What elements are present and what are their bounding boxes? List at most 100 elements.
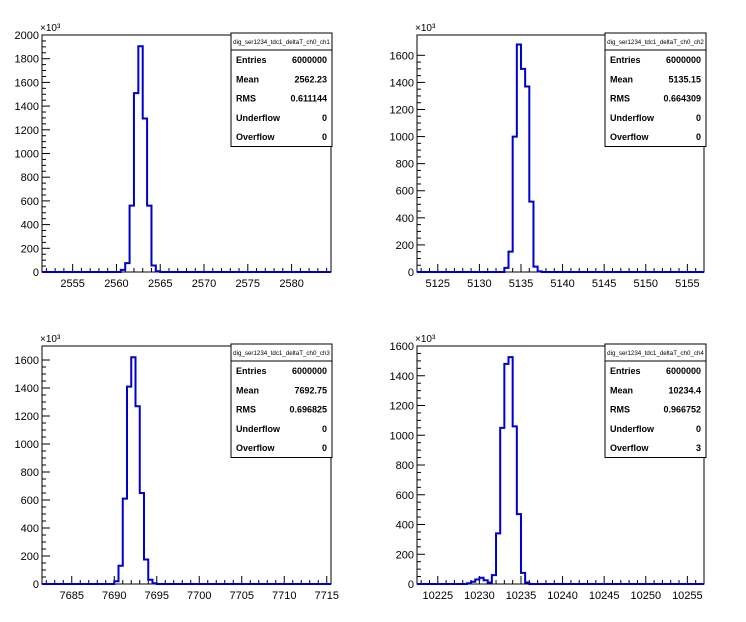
stats-title: dig_ser1234_tdc1_deltaT_ch0_ch2 — [607, 39, 704, 46]
x-tick-label: 10245 — [589, 590, 620, 602]
x-tick-label: 7690 — [102, 590, 126, 602]
y-tick-label: 600 — [396, 186, 414, 198]
histogram-line — [42, 45, 331, 273]
y-tick-label: 1200 — [15, 411, 39, 423]
y-tick-label: 1000 — [15, 149, 39, 161]
stats-label: Entries — [610, 366, 641, 376]
x-tick-label: 7700 — [187, 590, 211, 602]
stats-box — [230, 32, 333, 147]
histogram-pad-3: 0 200 400 600 800 1000 1200 1400 1600 7685 7690 769… — [15, 334, 339, 602]
x-tick-label: 5145 — [592, 278, 616, 290]
histogram-pad-4: 0 200 400 600 800 1000 1200 1400 1600 10225 10230 1… — [390, 334, 707, 602]
x-tick-label: 2570 — [192, 278, 216, 290]
stats-value: 0.696825 — [289, 405, 327, 415]
y-multiplier-label: ×10³ — [415, 23, 436, 34]
stats-value: 0 — [696, 113, 701, 123]
y-tick-label: 1800 — [15, 54, 39, 66]
x-tick-label: 7710 — [272, 590, 296, 602]
histogram-line — [42, 356, 331, 585]
stats-label: Mean — [236, 385, 259, 395]
y-tick-label: 400 — [21, 220, 39, 232]
y-tick-label: 200 — [21, 551, 39, 563]
stats-label: Entries — [236, 366, 267, 376]
stats-value: 3 — [696, 443, 701, 453]
y-tick-label: 1000 — [390, 430, 414, 442]
stats-box — [604, 32, 707, 147]
y-tick-label: 0 — [33, 579, 39, 591]
stats-label: RMS — [610, 94, 630, 104]
stats-label: Underflow — [236, 113, 281, 123]
y-tick-label: 200 — [21, 243, 39, 255]
stats-label: Overflow — [610, 132, 650, 142]
stats-label: RMS — [236, 94, 256, 104]
stats-label: Entries — [610, 55, 641, 65]
x-tick-label: 2565 — [148, 278, 172, 290]
y-tick-label: 1400 — [390, 371, 414, 383]
y-tick-label: 600 — [396, 490, 414, 502]
y-tick-label: 400 — [21, 523, 39, 535]
x-tick-label: 7685 — [60, 590, 84, 602]
x-tick-label: 5150 — [634, 278, 658, 290]
x-tick-label: 10240 — [547, 590, 578, 602]
stats-label: Overflow — [236, 132, 276, 142]
y-tick-label: 600 — [21, 495, 39, 507]
x-tick-label: 2555 — [60, 278, 84, 290]
x-tick-label: 5155 — [675, 278, 699, 290]
x-tick-label: 5135 — [509, 278, 533, 290]
y-tick-label: 1000 — [390, 132, 414, 144]
stats-value: 0.664309 — [663, 94, 701, 104]
y-tick-label: 1600 — [390, 50, 414, 62]
stats-value: 5135.15 — [668, 74, 701, 84]
y-tick-label: 400 — [396, 520, 414, 532]
x-tick-label: 10225 — [423, 590, 454, 602]
y-tick-label: 0 — [33, 267, 39, 279]
y-tick-label: 0 — [408, 579, 414, 591]
stats-title: dig_ser1234_tdc1_deltaT_ch0_ch4 — [607, 350, 704, 357]
y-tick-label: 200 — [396, 240, 414, 252]
x-tick-label: 5125 — [426, 278, 450, 290]
y-tick-label: 1200 — [390, 401, 414, 413]
stats-label: Entries — [236, 55, 267, 65]
stats-box — [604, 343, 707, 458]
y-tick-label: 800 — [21, 172, 39, 184]
stats-value: 7692.75 — [294, 385, 327, 395]
x-tick-label: 5130 — [467, 278, 491, 290]
y-tick-label: 800 — [396, 460, 414, 472]
stats-label: Underflow — [610, 113, 655, 123]
histogram-pad-1: 0 200 400 600 800 1000 1200 1400 1600 1800 2000 255… — [15, 23, 333, 290]
stats-label: Overflow — [236, 443, 276, 453]
stats-value: 0 — [696, 132, 701, 142]
y-tick-label: 600 — [21, 196, 39, 208]
x-tick-label: 10255 — [672, 590, 703, 602]
stats-value: 0 — [322, 443, 327, 453]
y-tick-label: 1200 — [390, 104, 414, 116]
stats-value: 10234.4 — [668, 385, 701, 395]
stats-label: RMS — [236, 405, 256, 415]
x-tick-label: 7705 — [230, 590, 254, 602]
x-tick-label: 2580 — [279, 278, 303, 290]
stats-value: 0 — [322, 113, 327, 123]
stats-label: Underflow — [236, 424, 281, 434]
x-tick-label: 7695 — [145, 590, 169, 602]
stats-label: Overflow — [610, 443, 650, 453]
stats-value: 2562.23 — [294, 74, 327, 84]
y-tick-label: 0 — [408, 267, 414, 279]
stats-value: 0 — [696, 424, 701, 434]
stats-value: 6000000 — [292, 55, 327, 65]
histogram-pad-2: 0 200 400 600 800 1000 1200 1400 1600 5125 5130 513… — [390, 23, 707, 290]
stats-value: 6000000 — [292, 366, 327, 376]
y-tick-label: 800 — [396, 159, 414, 171]
stats-value: 0 — [322, 132, 327, 142]
stats-title: dig_ser1234_tdc1_deltaT_ch0_ch3 — [233, 350, 330, 357]
y-tick-label: 1400 — [390, 77, 414, 89]
stats-value: 0.611144 — [290, 94, 327, 104]
y-tick-label: 1600 — [390, 341, 414, 353]
stats-box — [230, 343, 333, 458]
x-tick-label: 2575 — [236, 278, 260, 290]
histogram-bin — [521, 69, 525, 272]
stats-value: 0.966752 — [663, 405, 701, 415]
x-tick-label: 10230 — [464, 590, 495, 602]
x-tick-label: 10235 — [506, 590, 537, 602]
